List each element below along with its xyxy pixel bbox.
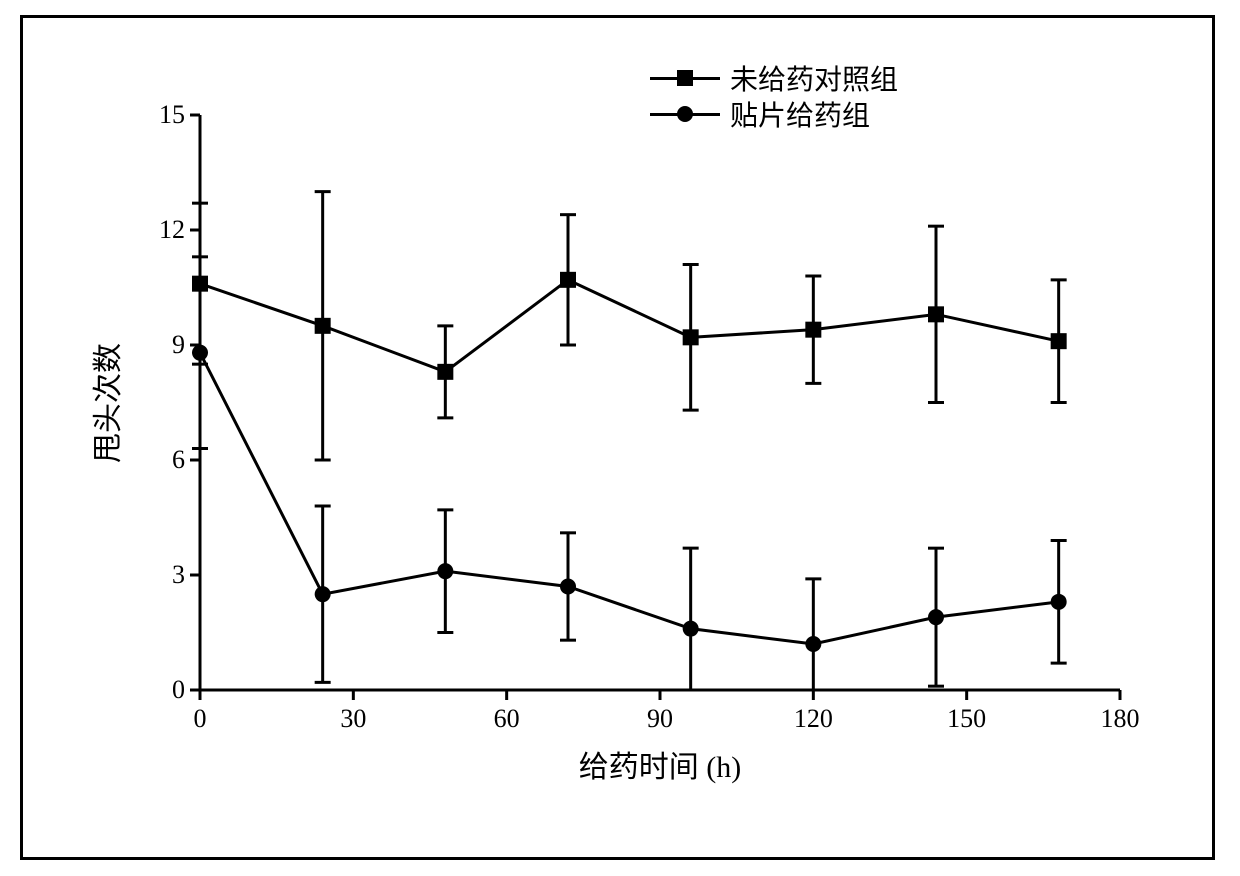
legend-item: 未给药对照组 — [650, 60, 898, 96]
square-marker-icon — [677, 70, 693, 86]
legend-label: 贴片给药组 — [730, 94, 870, 134]
x-axis-title: 给药时间 (h) — [579, 742, 741, 786]
x-tick-label: 90 — [647, 704, 673, 734]
x-tick-label: 150 — [947, 704, 986, 734]
x-tick-label: 180 — [1101, 704, 1140, 734]
y-tick-label: 12 — [145, 215, 185, 245]
y-axis-title: 甩头次数 — [83, 343, 127, 463]
y-tick-label: 0 — [145, 675, 185, 705]
y-tick-label: 6 — [145, 445, 185, 475]
plot-area — [200, 115, 1120, 690]
x-tick-label: 30 — [340, 704, 366, 734]
legend-line-icon — [650, 77, 720, 80]
y-tick-label: 15 — [145, 100, 185, 130]
x-tick-label: 60 — [494, 704, 520, 734]
legend: 未给药对照组贴片给药组 — [650, 60, 898, 132]
x-tick-label: 0 — [194, 704, 207, 734]
y-tick-label: 9 — [145, 330, 185, 360]
y-tick-label: 3 — [145, 560, 185, 590]
x-tick-label: 120 — [794, 704, 833, 734]
legend-label: 未给药对照组 — [730, 58, 898, 98]
legend-line-icon — [650, 113, 720, 116]
circle-marker-icon — [677, 106, 693, 122]
chart-svg — [200, 115, 1120, 690]
legend-item: 贴片给药组 — [650, 96, 898, 132]
